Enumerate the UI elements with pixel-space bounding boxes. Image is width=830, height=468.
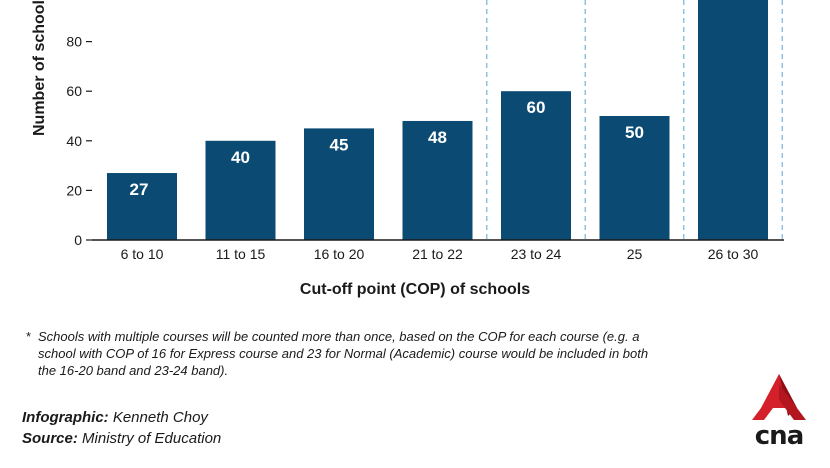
x-tick-label-6: 25 [627, 246, 643, 262]
y-tick-label-20: 20 [66, 182, 82, 198]
bar-5 [501, 91, 571, 240]
source-credit-value: Ministry of Education [77, 430, 222, 447]
x-tick-label-1: 6 to 10 [121, 246, 164, 262]
infographic-credit: Infographic: Kenneth Choy [22, 409, 208, 426]
data-label-3: 45 [330, 135, 349, 154]
y-tick-label-60: 60 [66, 83, 82, 99]
x-axis-ticks: 6 to 10 11 to 15 16 to 20 21 to 22 23 to 24 2… [121, 246, 759, 262]
x-tick-label-5: 23 to 24 [511, 246, 562, 262]
dashed-separators [486, 0, 783, 240]
infographic-credit-label: Infographic: [22, 409, 109, 426]
data-label-1: 27 [130, 180, 149, 199]
x-tick-label-2: 11 to 15 [216, 246, 266, 262]
footnote-marker: * [26, 329, 32, 344]
data-label-6: 50 [625, 123, 644, 142]
x-tick-label-4: 21 to 22 [412, 246, 463, 262]
x-axis-title: Cut-off point (COP) of schools [299, 281, 531, 298]
y-tick-label-40: 40 [66, 133, 82, 149]
footnote-text: Schools with multiple courses will be co… [38, 329, 649, 378]
cna-logo-icon [752, 374, 806, 420]
data-labels: 27 40 45 48 60 50 [130, 98, 644, 199]
bar-7 [698, 0, 768, 240]
bar-3 [304, 128, 374, 240]
source-credit-label: Source: [22, 430, 78, 447]
bar-2 [205, 140, 276, 240]
bar-4 [402, 120, 473, 240]
infographic-credit-value: Kenneth Choy [108, 409, 208, 426]
y-axis-title: Number of schools [31, 0, 48, 136]
data-label-5: 60 [527, 98, 546, 117]
data-label-4: 48 [428, 128, 447, 147]
y-tick-label-80: 80 [66, 34, 82, 50]
bar-chart: 0 20 40 60 80 6 to 10 11 to 15 16 to 20 21 to 2… [66, 0, 784, 262]
cna-logo-text: cna [754, 421, 804, 451]
y-axis-ticks: 0 20 40 60 80 [66, 34, 92, 248]
x-tick-label-3: 16 to 20 [314, 246, 365, 262]
source-credit: Source: Ministry of Education [22, 430, 221, 447]
bar-1 [107, 173, 177, 240]
data-label-2: 40 [231, 148, 250, 167]
bars [107, 0, 768, 240]
bar-6 [599, 116, 670, 240]
y-tick-label-0: 0 [74, 232, 82, 248]
footnote: * Schools with multiple courses will be … [26, 328, 666, 379]
x-tick-label-7: 26 to 30 [708, 246, 759, 262]
